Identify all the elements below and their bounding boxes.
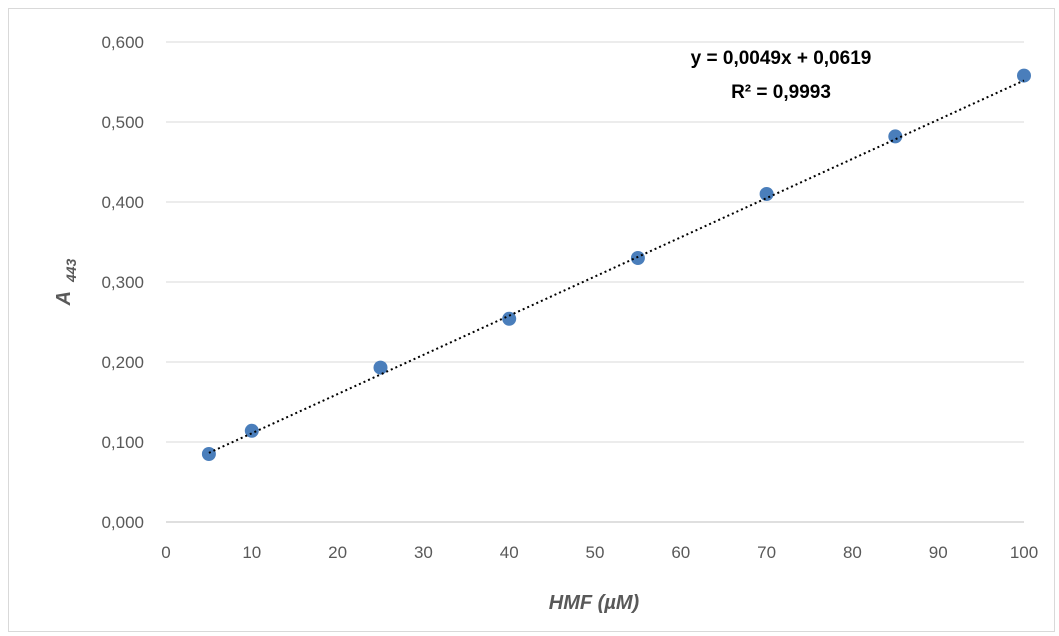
x-tick-label: 30: [414, 543, 433, 562]
x-tick-label: 20: [328, 543, 347, 562]
y-axis-title-main: A: [53, 292, 75, 307]
y-tick-label: 0,300: [101, 273, 144, 292]
y-tick-label: 0,100: [101, 433, 144, 452]
x-tick-label: 90: [929, 543, 948, 562]
svg-text:A 443: A 443: [53, 258, 79, 306]
x-tick-label: 70: [757, 543, 776, 562]
data-point: [630, 251, 645, 265]
y-tick-label: 0,000: [101, 513, 144, 532]
trendline-equation: y = 0,0049x + 0,0619: [691, 48, 872, 69]
data-point: [373, 360, 388, 375]
chart-frame: [8, 8, 1055, 632]
x-tick-label: 100: [1010, 543, 1038, 562]
r-squared-label: R² = 0,9993: [731, 82, 831, 103]
y-axis-title: A 443: [53, 258, 79, 306]
gridlines: [166, 41, 1024, 443]
data-point: [201, 447, 216, 461]
data-point: [244, 423, 259, 438]
y-axis-title-subscript: 443: [63, 258, 79, 283]
x-axis-title: HMF (µM): [549, 592, 640, 614]
data-point: [502, 311, 517, 326]
data-point: [759, 187, 774, 201]
x-tick-label: 50: [586, 543, 605, 562]
data-points: [201, 68, 1031, 461]
x-tick-label: 40: [500, 543, 519, 562]
x-tick-label: 60: [671, 543, 690, 562]
data-point: [1017, 68, 1031, 83]
x-tick-labels: 0 10 20 30 40 50 60 70 80 90 100: [161, 543, 1038, 562]
y-tick-label: 0,500: [101, 113, 144, 132]
x-tick-label: 80: [843, 543, 862, 562]
x-tick-label: 10: [242, 543, 261, 562]
x-tick-label: 0: [161, 543, 170, 562]
y-tick-label: 0,200: [101, 353, 144, 372]
y-tick-labels: 0,000 0,100 0,200 0,300 0,400 0,500 0,600: [101, 33, 144, 532]
trendline: [208, 79, 1025, 454]
y-tick-label: 0,600: [101, 33, 144, 52]
y-tick-label: 0,400: [101, 193, 144, 212]
